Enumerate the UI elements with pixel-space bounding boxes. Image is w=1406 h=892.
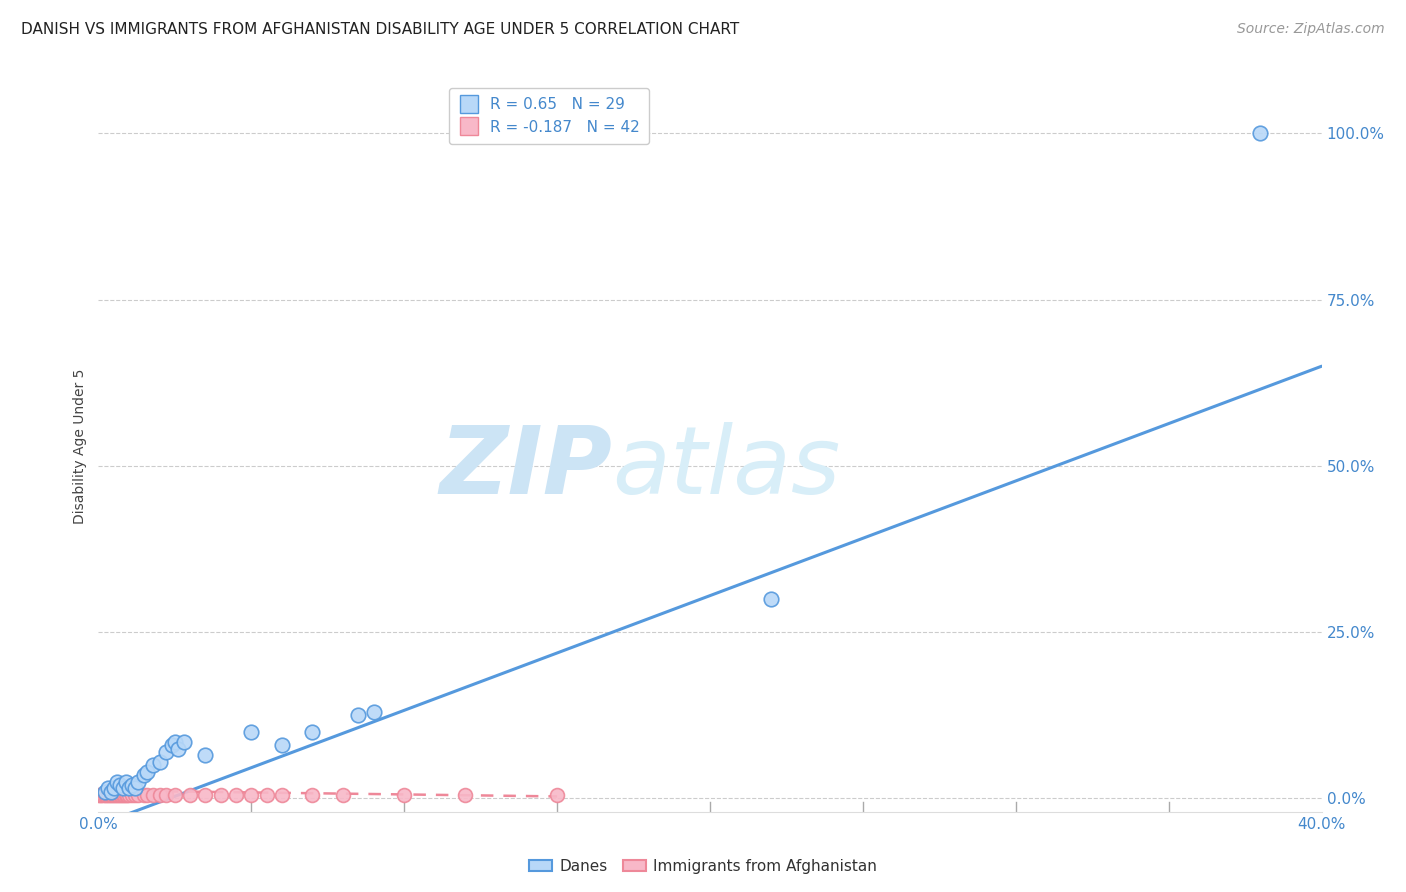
Point bbox=[111, 781, 134, 796]
Point bbox=[127, 774, 149, 789]
Point bbox=[121, 788, 143, 802]
Point bbox=[761, 591, 783, 606]
Point bbox=[1250, 127, 1272, 141]
Point bbox=[112, 788, 135, 802]
Point bbox=[89, 788, 111, 802]
Point bbox=[167, 741, 190, 756]
Point bbox=[93, 788, 115, 802]
Point bbox=[107, 788, 129, 802]
Legend: R = 0.65   N = 29, R = -0.187   N = 42: R = 0.65 N = 29, R = -0.187 N = 42 bbox=[449, 88, 648, 144]
Point bbox=[105, 788, 128, 802]
Point bbox=[363, 705, 385, 719]
Text: atlas: atlas bbox=[612, 423, 841, 514]
Point bbox=[98, 788, 121, 802]
Point bbox=[115, 774, 138, 789]
Point bbox=[118, 781, 141, 796]
Point bbox=[94, 788, 117, 802]
Point bbox=[240, 788, 263, 802]
Text: DANISH VS IMMIGRANTS FROM AFGHANISTAN DISABILITY AGE UNDER 5 CORRELATION CHART: DANISH VS IMMIGRANTS FROM AFGHANISTAN DI… bbox=[21, 22, 740, 37]
Point bbox=[301, 788, 323, 802]
Point bbox=[117, 788, 139, 802]
Point bbox=[127, 788, 149, 802]
Point bbox=[270, 738, 294, 752]
Point bbox=[194, 788, 217, 802]
Point bbox=[347, 708, 370, 723]
Point bbox=[149, 755, 172, 769]
Point bbox=[115, 788, 138, 802]
Point bbox=[93, 785, 115, 799]
Legend: Danes, Immigrants from Afghanistan: Danes, Immigrants from Afghanistan bbox=[523, 853, 883, 880]
Point bbox=[209, 788, 232, 802]
Point bbox=[111, 788, 134, 802]
Point bbox=[103, 788, 125, 802]
Point bbox=[301, 725, 323, 739]
Point bbox=[134, 768, 156, 782]
Point bbox=[101, 788, 124, 802]
Point bbox=[240, 725, 263, 739]
Point bbox=[454, 788, 477, 802]
Text: Source: ZipAtlas.com: Source: ZipAtlas.com bbox=[1237, 22, 1385, 37]
Point bbox=[118, 788, 141, 802]
Point bbox=[149, 788, 172, 802]
Point bbox=[104, 788, 127, 802]
Point bbox=[105, 774, 128, 789]
Point bbox=[225, 788, 247, 802]
Point bbox=[155, 745, 177, 759]
Point bbox=[124, 788, 146, 802]
Point bbox=[163, 788, 186, 802]
Point bbox=[124, 781, 146, 796]
Point bbox=[97, 781, 120, 796]
Point bbox=[100, 785, 122, 799]
Point bbox=[121, 778, 143, 792]
Point bbox=[142, 758, 165, 772]
Point bbox=[142, 788, 165, 802]
Point bbox=[392, 788, 416, 802]
Point bbox=[256, 788, 278, 802]
Point bbox=[179, 788, 201, 802]
Point bbox=[173, 735, 195, 749]
Point bbox=[155, 788, 177, 802]
Point bbox=[270, 788, 294, 802]
Point bbox=[136, 788, 159, 802]
Point bbox=[546, 788, 568, 802]
Point bbox=[110, 788, 132, 802]
Point bbox=[108, 788, 131, 802]
Point bbox=[97, 788, 120, 802]
Y-axis label: Disability Age Under 5: Disability Age Under 5 bbox=[73, 368, 87, 524]
Point bbox=[332, 788, 354, 802]
Point bbox=[160, 738, 183, 752]
Point bbox=[134, 788, 156, 802]
Point bbox=[91, 788, 114, 802]
Point bbox=[136, 764, 159, 779]
Point bbox=[103, 781, 125, 796]
Text: ZIP: ZIP bbox=[439, 422, 612, 514]
Point bbox=[163, 735, 186, 749]
Point bbox=[194, 748, 217, 763]
Point bbox=[108, 778, 131, 792]
Point bbox=[87, 788, 110, 802]
Point bbox=[90, 788, 112, 802]
Point bbox=[100, 788, 122, 802]
